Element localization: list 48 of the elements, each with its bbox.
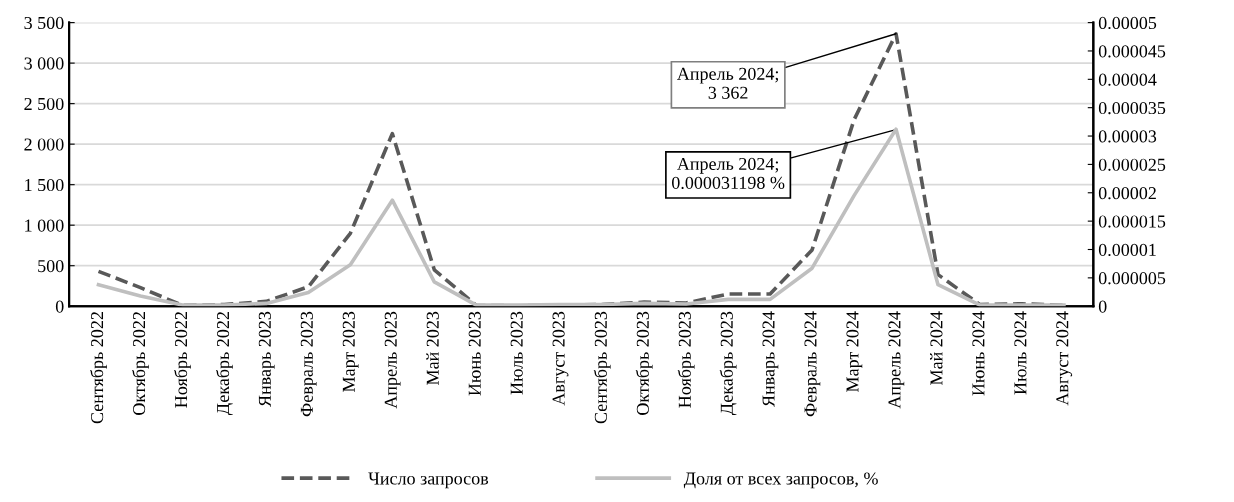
y-tick-label: 500 — [38, 259, 64, 273]
y-tick-label: 3 500 — [24, 16, 64, 30]
x-tick-label: Декабрь 2022 — [216, 312, 233, 416]
y-tick-label: 1 000 — [25, 219, 64, 232]
y-tick-label: 2 000 — [24, 138, 64, 151]
x-tick-label: Ноябрь 2023 — [677, 311, 695, 408]
y-tick-label: 2 500 — [24, 97, 64, 111]
x-tick-label: Март 2023 — [342, 311, 359, 392]
x-tick-label: Май 2024 — [929, 311, 943, 385]
y2-tick-label: 0.00003 — [1098, 130, 1157, 143]
legend-label: Доля от всех запросов, % — [683, 472, 878, 489]
x-tick-label: Февраль 2023 — [300, 311, 317, 417]
x-tick-label: Май 2023 — [426, 311, 439, 385]
legend-label: Число запросов — [368, 472, 489, 489]
annotation: Апрель 2024; 0.000031198 % — [671, 157, 785, 189]
y2-tick-label: 0.00002 — [1098, 187, 1156, 200]
x-tick-label: Июль 2024 — [1014, 311, 1027, 395]
x-tick-label: Февраль 2024 — [804, 311, 821, 417]
x-tick-label: Сентябрь 2023 — [593, 311, 611, 424]
annotation: Апрель 2024; 3 362 — [676, 67, 779, 99]
x-tick-label: Январь 2024 — [762, 311, 779, 407]
x-tick-label: Ноябрь 2022 — [174, 312, 191, 408]
line-series — [96, 127, 1066, 307]
x-tick-label: Июль 2023 — [510, 311, 523, 395]
y2-tick-label: 0.00001 — [1098, 243, 1156, 257]
y-tick-label: 0 — [55, 300, 64, 313]
y2-tick-label: 0.00005 — [1098, 16, 1157, 30]
x-tick-label: Июнь 2024 — [972, 311, 985, 396]
x-tick-label: Август 2023 — [552, 311, 569, 406]
y2-tick-label: 0.00004 — [1098, 73, 1157, 86]
y-tick-label: 1 500 — [25, 178, 64, 192]
x-tick-label: Декабрь 2023 — [719, 311, 737, 416]
x-tick-label: Октябрь 2023 — [635, 311, 653, 415]
y-tick-label: 3 000 — [24, 57, 64, 70]
x-tick-label: Март 2024 — [846, 311, 863, 392]
x-tick-label: Сентябрь 2022 — [90, 312, 107, 424]
x-tick-label: Август 2024 — [1056, 311, 1073, 406]
x-tick-label: Январь 2023 — [258, 311, 275, 407]
x-tick-label: Апрель 2024 — [888, 311, 905, 409]
x-tick-label: Апрель 2023 — [384, 311, 401, 409]
x-tick-label: Октябрь 2022 — [132, 312, 149, 415]
y2-tick-label: 0.000005 — [1098, 272, 1166, 285]
y2-tick-label: 0.000025 — [1098, 158, 1166, 171]
y2-tick-label: 0 — [1098, 300, 1107, 313]
y2-tick-label: 0.000015 — [1098, 215, 1166, 228]
x-tick-label: Июнь 2023 — [468, 311, 481, 396]
y2-tick-label: 0.000045 — [1098, 45, 1166, 58]
y2-tick-label: 0.000035 — [1098, 101, 1166, 115]
